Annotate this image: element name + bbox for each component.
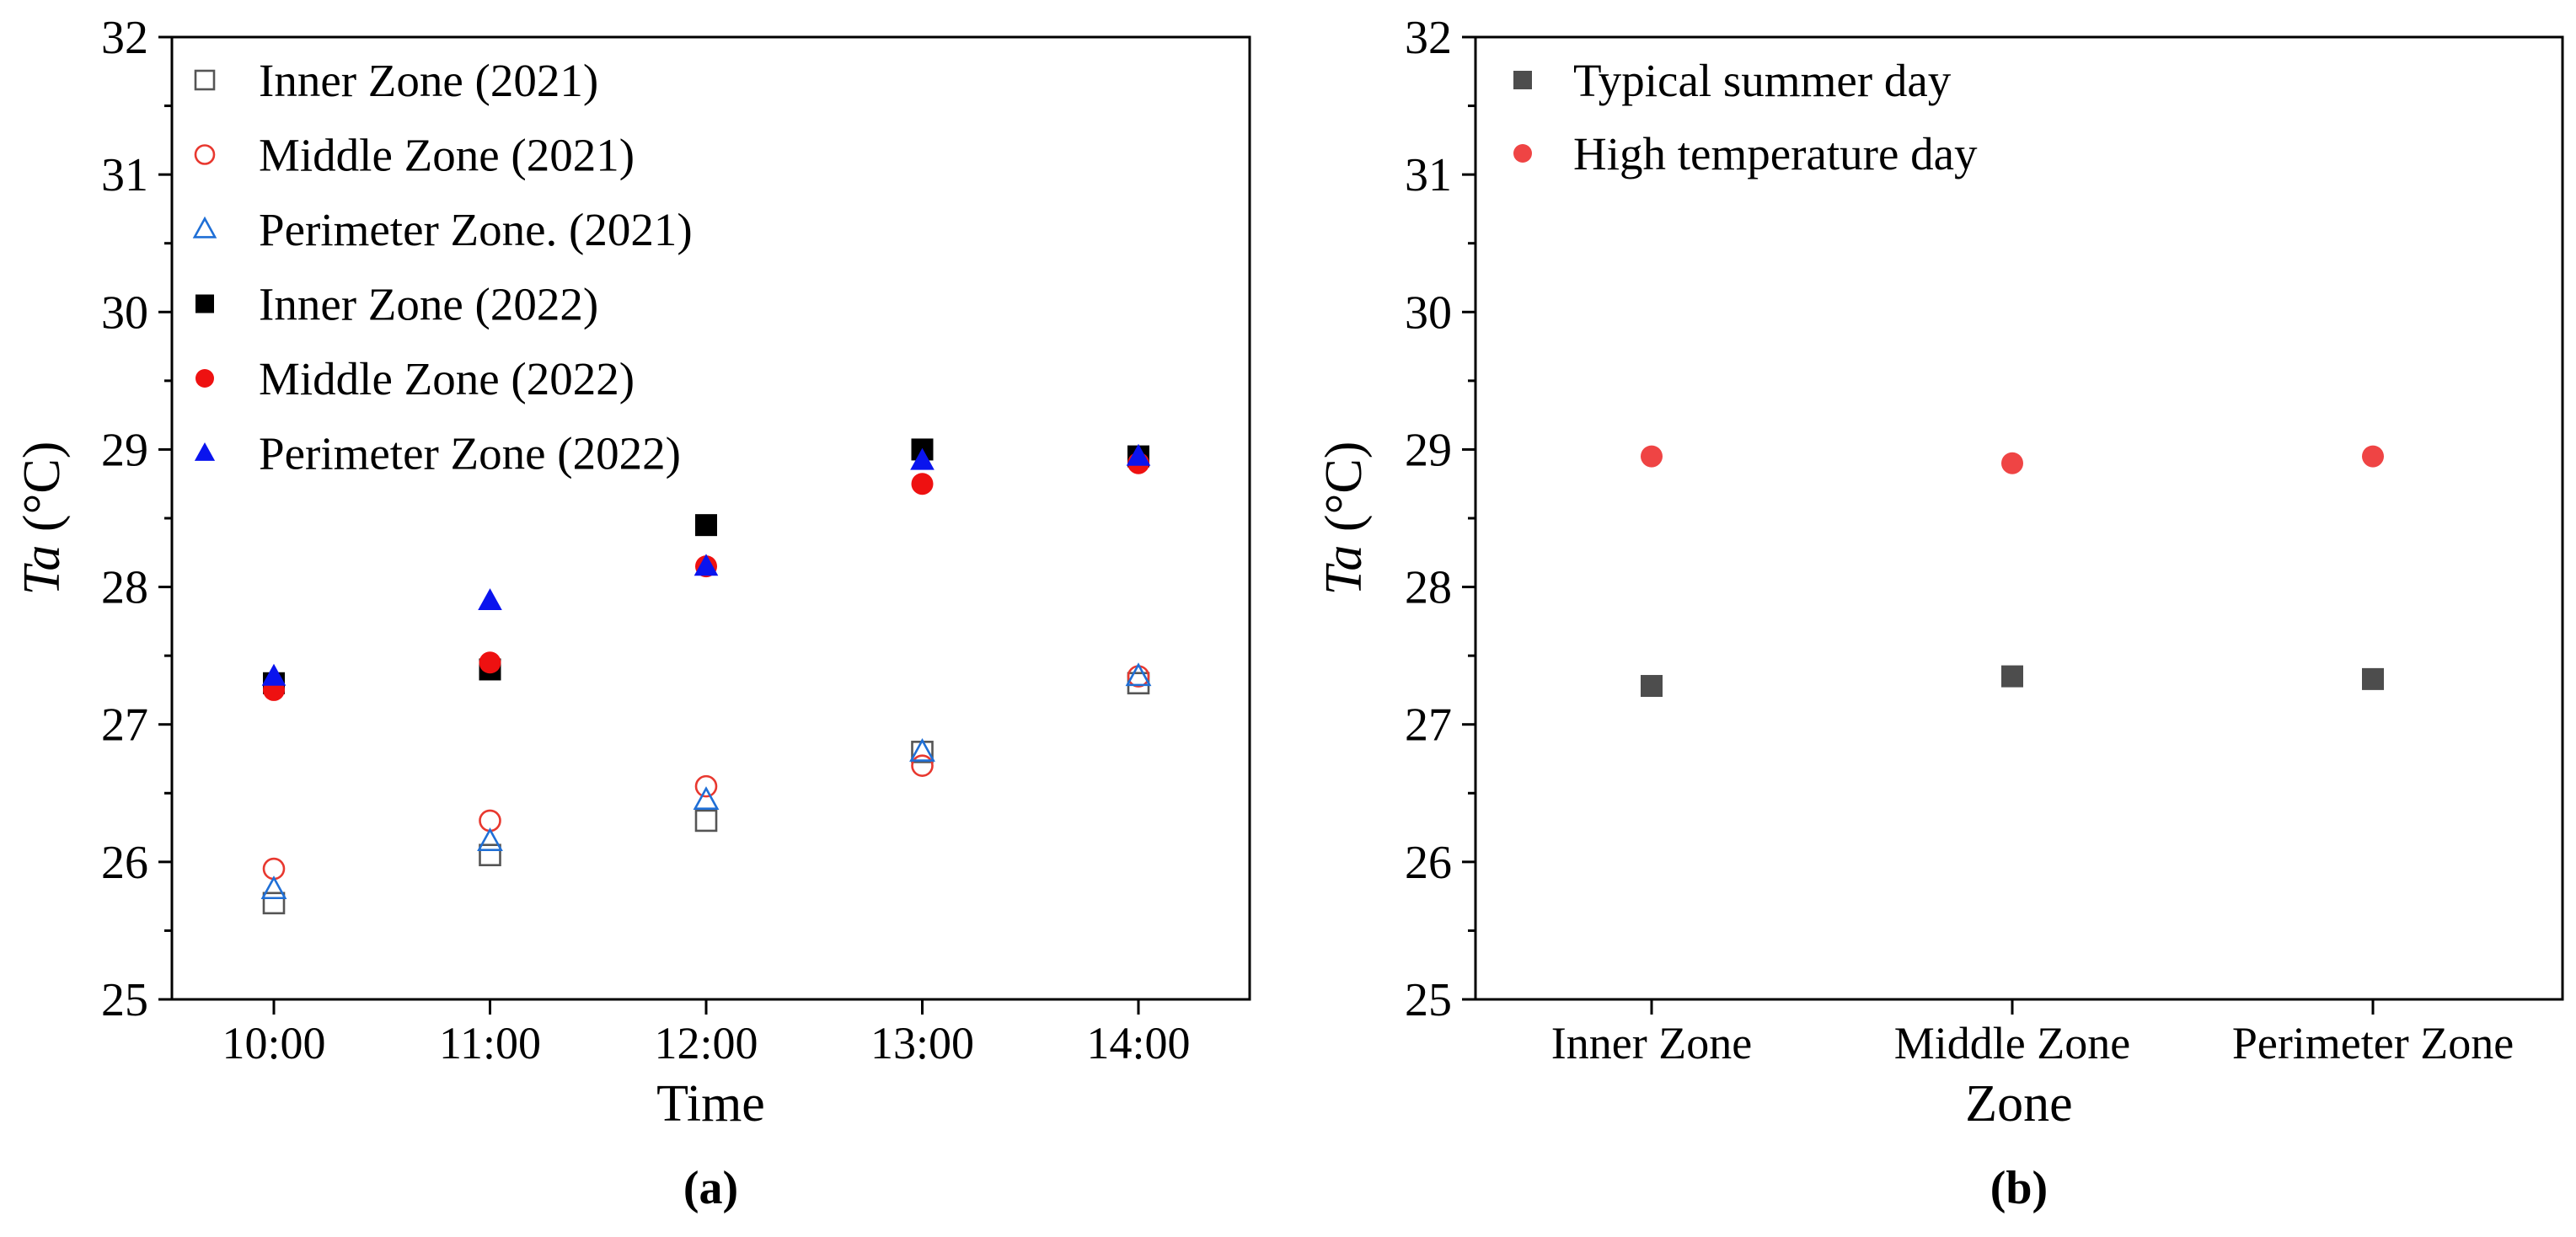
plot-frame xyxy=(1474,35,2564,1001)
legend-label: Inner Zone (2022) xyxy=(259,279,598,330)
data-point xyxy=(479,651,501,674)
legend-label: Inner Zone (2021) xyxy=(259,55,598,106)
data-point xyxy=(1125,662,1152,687)
data-point xyxy=(910,447,935,470)
y-tick-label: 29 xyxy=(1405,424,1452,476)
y-axis-label: Ta (°C) xyxy=(13,442,71,596)
y-axis-label-unit: (°C) xyxy=(13,442,71,545)
y-axis-label-unit: (°C) xyxy=(1315,442,1373,545)
data-point xyxy=(2362,445,2384,468)
legend: Typical summer day High temperature day xyxy=(1513,55,1978,179)
legend-marker xyxy=(194,144,216,165)
legend-label: Typical summer day xyxy=(1573,55,1952,106)
legend-marker xyxy=(195,294,214,313)
y-tick-label: 30 xyxy=(1405,286,1452,339)
data-point xyxy=(478,588,502,611)
data-point xyxy=(261,663,287,686)
x-tick-label: Inner Zone xyxy=(1551,1018,1752,1068)
data-point xyxy=(909,737,935,762)
legend-label: Middle Zone (2021) xyxy=(259,130,635,181)
y-tick-label: 31 xyxy=(101,149,148,201)
legend-marker xyxy=(1513,71,1532,89)
data-point xyxy=(2001,452,2023,474)
y-tick-label: 32 xyxy=(101,12,148,64)
data-point xyxy=(695,514,717,537)
y-axis-label-symbol: Ta xyxy=(13,545,71,596)
y-tick-label: 26 xyxy=(101,837,148,889)
y-tick-label: 27 xyxy=(101,699,148,752)
legend-label: High temperature day xyxy=(1573,128,1978,179)
chart-panel-a: 25 26 27 28 29 30 31 32 Ta (°C) 10:00 11:00 12:00 13… xyxy=(13,12,1251,1214)
legend-marker xyxy=(194,442,216,461)
y-axis-label-symbol: Ta xyxy=(1315,545,1373,596)
x-tick-label: 12:00 xyxy=(654,1018,758,1068)
data-point xyxy=(1641,675,1663,698)
y-tick-label: 27 xyxy=(1405,699,1452,752)
x-tick-label: 14:00 xyxy=(1086,1018,1190,1068)
data-point xyxy=(694,809,718,833)
legend-label: Perimeter Zone (2022) xyxy=(259,428,681,479)
legend-marker xyxy=(194,69,216,91)
data-point xyxy=(262,892,286,915)
y-tick-label: 28 xyxy=(101,562,148,614)
y-tick-label: 31 xyxy=(1405,149,1452,201)
data-point xyxy=(2001,665,2023,688)
x-tick-label: Perimeter Zone xyxy=(2232,1018,2514,1068)
y-tick-label: 32 xyxy=(1405,12,1452,64)
data-point xyxy=(694,774,718,798)
panel-label: (a) xyxy=(683,1162,738,1214)
y-tick-label: 25 xyxy=(1405,974,1452,1026)
chart-panel-b: 25 26 27 28 29 30 31 32 Ta (°C) Inner Zone Middle … xyxy=(1315,12,2564,1214)
legend: Inner Zone (2021) Middle Zone (2021) Perim… xyxy=(192,55,693,479)
data-point xyxy=(1641,445,1663,468)
data-point xyxy=(693,786,720,811)
y-tick-label: 26 xyxy=(1405,837,1452,889)
y-tick-label: 28 xyxy=(1405,562,1452,614)
y-axis-label: Ta (°C) xyxy=(1315,442,1373,596)
data-point xyxy=(1126,443,1151,466)
legend-marker xyxy=(192,216,217,238)
data-point xyxy=(694,554,719,576)
legend-marker xyxy=(195,369,214,388)
y-tick-label: 30 xyxy=(101,286,148,339)
x-tick-label: 13:00 xyxy=(870,1018,974,1068)
y-tick-label: 29 xyxy=(101,424,148,476)
data-point xyxy=(479,843,501,867)
data-point xyxy=(911,754,934,777)
x-tick-label: 10:00 xyxy=(222,1018,325,1068)
x-tick-label: Middle Zone xyxy=(1894,1018,2130,1068)
panel-label: (b) xyxy=(1990,1162,2048,1214)
data-point xyxy=(2362,667,2384,690)
data-point xyxy=(911,473,934,495)
data-point xyxy=(477,827,503,851)
legend-label: Perimeter Zone. (2021) xyxy=(259,204,693,255)
x-axis-label: Zone xyxy=(1965,1075,2072,1133)
x-tick-label: 11:00 xyxy=(439,1018,541,1068)
legend-marker xyxy=(1513,144,1532,163)
legend-label: Middle Zone (2022) xyxy=(259,353,635,404)
x-axis-label: Time xyxy=(656,1075,765,1133)
y-tick-label: 25 xyxy=(101,974,148,1026)
data-point xyxy=(260,876,287,900)
